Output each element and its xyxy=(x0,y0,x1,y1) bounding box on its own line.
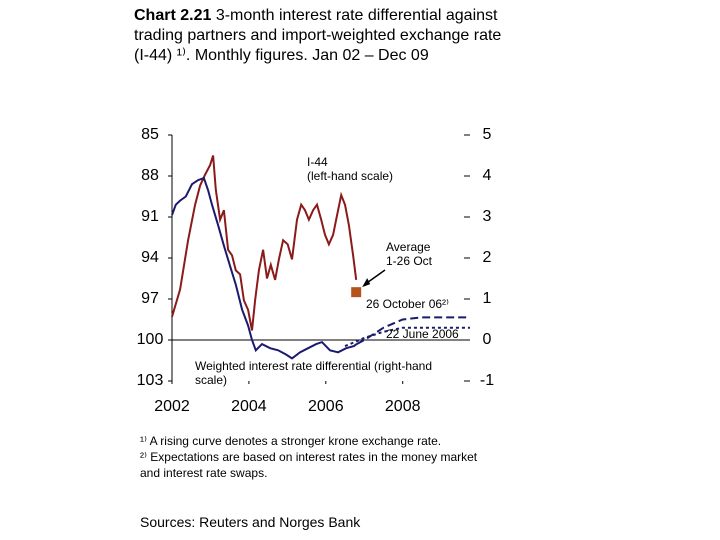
arrow-head xyxy=(362,278,371,288)
y-tick-label: 97 xyxy=(141,290,159,307)
footnote: ¹⁾ A rising curve denotes a stronger kro… xyxy=(140,434,442,448)
marker-label: Average 1-26 Oct xyxy=(386,240,433,268)
series-line xyxy=(356,316,470,345)
chart-label: Chart 2.21 xyxy=(134,7,212,24)
y2-tick-label: 3 xyxy=(483,208,492,225)
y2-tick-label: 5 xyxy=(483,126,492,143)
series-line xyxy=(171,155,358,331)
x-tick-label: 2002 xyxy=(154,398,190,415)
y2-tick-label: 2 xyxy=(483,249,492,266)
y2-tick-label: 1 xyxy=(483,290,492,307)
x-tick-label: 2004 xyxy=(231,398,267,415)
chart-title: 3-month interest rate differential again… xyxy=(134,7,502,64)
y-tick-label: 103 xyxy=(137,372,164,389)
y-tick-label: 91 xyxy=(141,208,159,225)
x-tick-label: 2006 xyxy=(308,398,344,415)
y-tick-label: 100 xyxy=(137,331,164,348)
footnote: ²⁾ Expectations are based on interest ra… xyxy=(140,450,478,480)
series-label: Weighted interest rate differential (rig… xyxy=(195,359,433,387)
y2-tick-label: 4 xyxy=(483,167,492,184)
footnotes: ¹⁾ A rising curve denotes a stronger kro… xyxy=(140,433,480,481)
y2-tick-label: 0 xyxy=(483,331,492,348)
title-block: Chart 2.21 3-month interest rate differe… xyxy=(134,6,504,66)
source: Sources: Reuters and Norges Bank xyxy=(140,514,361,530)
series-line xyxy=(344,326,470,348)
y2-tick-label: -1 xyxy=(480,372,494,389)
marker xyxy=(351,287,362,298)
series-line xyxy=(171,176,358,360)
series-label: I-44 (left-hand scale) xyxy=(307,155,394,183)
series-label: 26 October 06²⁾ xyxy=(366,297,449,311)
x-tick-label: 2008 xyxy=(385,398,421,415)
y-tick-label: 88 xyxy=(141,167,159,184)
series-label: 22 June 2006 xyxy=(386,327,459,341)
y-tick-label: 85 xyxy=(141,126,159,143)
y-tick-label: 94 xyxy=(141,249,159,266)
